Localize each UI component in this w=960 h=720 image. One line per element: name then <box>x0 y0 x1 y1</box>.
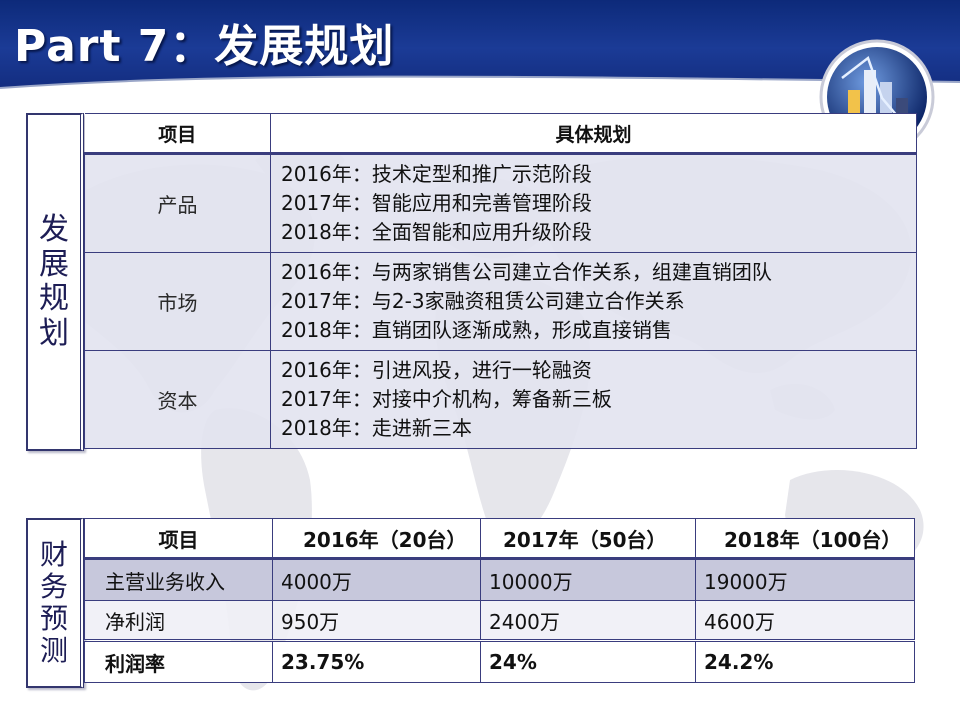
cell-value: 4000万 <box>272 557 481 601</box>
cell-value: 2400万 <box>480 600 696 641</box>
plan-line: 2017年：智能应用和完善管理阶段 <box>281 191 592 215</box>
header-swoosh <box>0 75 960 100</box>
page-title: Part 7：发展规划 <box>14 21 395 72</box>
plan-line: 2018年：走进新三本 <box>281 416 472 440</box>
row-item: 资本 <box>84 350 271 449</box>
plan-side-char: 发 <box>39 212 69 247</box>
header-item: 项目 <box>84 518 273 559</box>
row-label: 主营业务收入 <box>84 557 273 601</box>
plan-line: 2016年：与两家销售公司建立合作关系，组建直销团队 <box>281 260 772 284</box>
row-content: 2016年：引进风投，进行一轮融资 2017年：对接中介机构，筹备新三板 201… <box>270 350 917 449</box>
table-row: 净利润 950万 2400万 4600万 <box>84 600 915 641</box>
finance-side-label: 财 务 预 测 <box>26 518 84 688</box>
header-plan: 具体规划 <box>270 113 917 154</box>
table-row: 市场 2016年：与两家销售公司建立合作关系，组建直销团队 2017年：与2-3… <box>84 252 917 351</box>
plan-side-char: 规 <box>39 281 69 316</box>
finance-side-char: 务 <box>39 569 68 603</box>
header-item: 项目 <box>84 113 271 154</box>
plan-line: 2018年：全面智能和应用升级阶段 <box>281 220 592 244</box>
title-bar <box>0 0 960 88</box>
development-plan-table: 项目 具体规划 产品 2016年：技术定型和推广示范阶段 2017年：智能应用和… <box>84 113 917 449</box>
finance-side-char: 财 <box>39 537 68 571</box>
header-2017: 2017年（50台） <box>480 518 696 559</box>
row-label: 净利润 <box>84 600 273 641</box>
cell-value: 19000万 <box>695 557 915 601</box>
table-header-row: 项目 2016年（20台） 2017年（50台） 2018年（100台） <box>84 518 915 559</box>
header-2018: 2018年（100台） <box>695 518 915 559</box>
cell-value: 4600万 <box>695 600 915 641</box>
table-header-row: 项目 具体规划 <box>84 113 917 154</box>
row-content: 2016年：技术定型和推广示范阶段 2017年：智能应用和完善管理阶段 2018… <box>270 152 917 253</box>
finance-side-char: 测 <box>39 634 68 668</box>
cell-value: 24.2% <box>695 639 915 683</box>
table-row: 主营业务收入 4000万 10000万 19000万 <box>84 557 915 601</box>
plan-line: 2017年：对接中介机构，筹备新三板 <box>281 387 612 411</box>
plan-line: 2017年：与2-3家融资租赁公司建立合作关系 <box>281 289 685 313</box>
table-row: 资本 2016年：引进风投，进行一轮融资 2017年：对接中介机构，筹备新三板 … <box>84 350 917 449</box>
cell-value: 10000万 <box>480 557 696 601</box>
header-2016: 2016年（20台） <box>272 518 481 559</box>
table-row: 产品 2016年：技术定型和推广示范阶段 2017年：智能应用和完善管理阶段 2… <box>84 152 917 253</box>
row-label: 利润率 <box>84 639 273 683</box>
row-content: 2016年：与两家销售公司建立合作关系，组建直销团队 2017年：与2-3家融资… <box>270 252 917 351</box>
cell-value: 950万 <box>272 600 481 641</box>
row-item: 产品 <box>84 152 271 253</box>
plan-line: 2018年：直销团队逐渐成熟，形成直接销售 <box>281 318 672 342</box>
row-item: 市场 <box>84 252 271 351</box>
financial-forecast-table: 项目 2016年（20台） 2017年（50台） 2018年（100台） 主营业… <box>84 518 915 683</box>
cell-value: 24% <box>480 639 696 683</box>
plan-side-char: 划 <box>39 315 69 351</box>
plan-side-label: 发 展 规 划 <box>26 113 84 451</box>
plan-side-char: 展 <box>39 246 69 282</box>
plan-line: 2016年：技术定型和推广示范阶段 <box>281 162 592 186</box>
table-row: 利润率 23.75% 24% 24.2% <box>84 639 915 683</box>
finance-side-char: 预 <box>39 602 68 635</box>
plan-line: 2016年：引进风投，进行一轮融资 <box>281 358 592 382</box>
cell-value: 23.75% <box>272 639 481 683</box>
